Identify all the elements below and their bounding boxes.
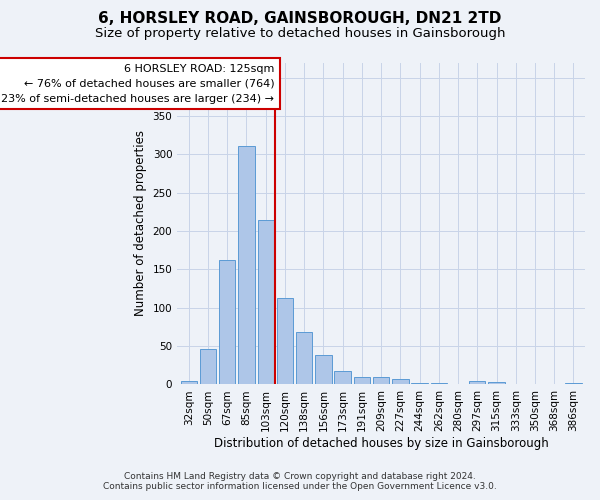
- Bar: [315, 356, 332, 384]
- Bar: [373, 377, 389, 384]
- Bar: [354, 377, 370, 384]
- Bar: [392, 379, 409, 384]
- Bar: [277, 298, 293, 384]
- X-axis label: Distribution of detached houses by size in Gainsborough: Distribution of detached houses by size …: [214, 437, 548, 450]
- Text: 6 HORSLEY ROAD: 125sqm
← 76% of detached houses are smaller (764)
23% of semi-de: 6 HORSLEY ROAD: 125sqm ← 76% of detached…: [1, 64, 274, 104]
- Bar: [296, 332, 313, 384]
- Text: Contains HM Land Registry data © Crown copyright and database right 2024.
Contai: Contains HM Land Registry data © Crown c…: [103, 472, 497, 491]
- Bar: [257, 220, 274, 384]
- Bar: [431, 383, 447, 384]
- Bar: [181, 380, 197, 384]
- Text: Size of property relative to detached houses in Gainsborough: Size of property relative to detached ho…: [95, 28, 505, 40]
- Bar: [334, 372, 351, 384]
- Bar: [200, 349, 216, 384]
- Bar: [238, 146, 254, 384]
- Bar: [488, 382, 505, 384]
- Bar: [219, 260, 235, 384]
- Bar: [565, 383, 581, 384]
- Bar: [412, 383, 428, 384]
- Bar: [469, 382, 485, 384]
- Text: 6, HORSLEY ROAD, GAINSBOROUGH, DN21 2TD: 6, HORSLEY ROAD, GAINSBOROUGH, DN21 2TD: [98, 11, 502, 26]
- Y-axis label: Number of detached properties: Number of detached properties: [134, 130, 147, 316]
